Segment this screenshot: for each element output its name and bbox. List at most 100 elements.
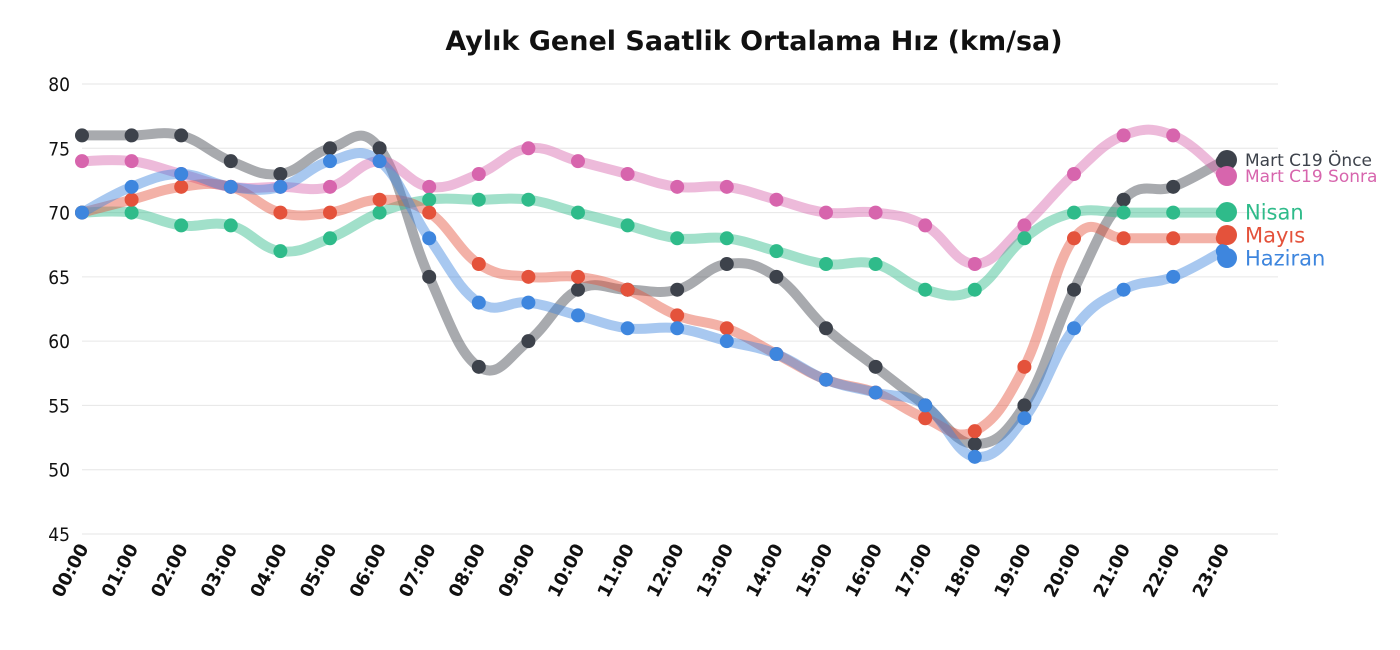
data-point-nisan [967,282,982,297]
data-point-mart-c19-nce [124,128,139,143]
data-point-mart-c19-nce [571,282,585,297]
data-point-haziran [521,295,536,310]
data-point-mart-c19-sonra [1017,218,1032,233]
x-tick-label: 12:00 [643,540,688,600]
x-tick-label: 08:00 [445,540,490,600]
data-point-may-s [1067,231,1081,246]
data-point-haziran [422,231,437,246]
legend-label-may-s: Mayıs [1245,224,1305,248]
data-point-nisan [273,244,288,259]
data-point-haziran [769,347,784,361]
data-point-mart-c19-nce [719,257,734,271]
data-point-nisan [323,231,337,246]
data-point-mart-c19-sonra [868,205,883,220]
chart-title: Aylık Genel Saatlik Ortalama Hız (km/sa) [445,26,1062,57]
data-point-may-s [719,321,734,336]
data-point-haziran [1116,282,1131,297]
data-point-mart-c19-nce [1166,179,1181,194]
data-point-mart-c19-sonra [471,167,486,181]
data-point-mart-c19-sonra [918,218,933,233]
data-point-mart-c19-nce [1116,192,1131,207]
x-tick-label: 06:00 [346,540,391,600]
data-point-haziran [620,321,635,336]
x-tick-label: 10:00 [544,540,589,600]
data-point-mart-c19-nce [471,359,486,374]
data-point-nisan [372,205,387,220]
data-point-nisan [1166,205,1181,220]
legend-label-mart-c19-nce: Mart C19 Önce [1245,149,1372,171]
x-tick-label: 16:00 [842,540,887,600]
x-tick-label: 02:00 [147,540,192,600]
x-tick-label: 13:00 [693,540,738,600]
data-point-mart-c19-nce [1017,398,1032,413]
data-point-mart-c19-sonra [124,154,139,169]
data-point-haziran [223,179,238,194]
data-point-may-s [967,424,982,439]
legend-marker-may-s [1217,225,1237,245]
data-point-nisan [918,282,933,297]
data-point-haziran [918,398,933,413]
data-point-haziran [1017,411,1032,426]
data-point-mart-c19-sonra [1166,128,1181,143]
data-point-mart-c19-nce [967,437,982,451]
x-tick-label: 20:00 [1040,540,1085,600]
data-point-mart-c19-sonra [620,167,635,181]
data-point-haziran [372,154,387,169]
data-point-mart-c19-sonra [521,141,536,156]
data-point-nisan [620,218,635,233]
data-point-mart-c19-nce [670,282,685,297]
data-point-haziran [124,179,139,194]
data-point-haziran [670,321,685,336]
data-point-mart-c19-sonra [719,179,734,194]
x-tick-label: 00:00 [48,540,93,600]
data-point-mart-c19-sonra [571,154,585,169]
x-tick-label: 09:00 [494,540,539,600]
data-point-mart-c19-nce [1067,282,1081,297]
data-point-nisan [1067,205,1081,220]
data-point-mart-c19-nce [868,359,883,374]
x-tick-label: 19:00 [990,540,1035,600]
data-point-nisan [719,231,734,246]
data-point-may-s [571,269,585,284]
data-point-nisan [124,205,139,220]
series-lines [77,124,1228,463]
data-point-mart-c19-sonra [1067,167,1081,181]
data-point-haziran [967,449,982,464]
legend-marker-mart-c19-sonra [1217,166,1237,186]
x-tick-label: 01:00 [98,540,143,600]
data-point-mart-c19-sonra [1116,128,1131,143]
data-point-mart-c19-sonra [670,179,685,194]
x-tick-label: 23:00 [1189,540,1234,600]
data-point-may-s [1116,231,1131,246]
data-point-haziran [273,179,288,194]
data-point-haziran [719,334,734,349]
data-point-haziran [571,308,585,323]
data-point-mart-c19-nce [323,141,337,156]
x-tick-label: 04:00 [246,540,291,600]
y-tick-label: 45 [48,524,70,546]
legend-marker-haziran [1217,248,1237,268]
x-tick-label: 15:00 [792,540,837,600]
data-point-may-s [1017,359,1032,374]
data-point-haziran [1067,321,1081,336]
x-tick-label: 17:00 [891,540,936,600]
data-point-nisan [422,192,437,207]
data-point-nisan [571,205,585,220]
data-point-may-s [422,205,437,220]
data-point-nisan [868,257,883,271]
data-point-may-s [323,205,337,220]
data-point-may-s [1166,231,1181,246]
x-tick-label: 22:00 [1139,540,1184,600]
data-point-mart-c19-sonra [323,179,337,194]
x-tick-label: 21:00 [1090,540,1135,600]
data-point-mart-c19-nce [223,154,238,169]
y-tick-label: 80 [48,74,70,96]
y-tick-label: 65 [48,267,70,289]
data-point-haziran [75,205,89,220]
data-point-may-s [471,257,486,271]
data-point-mart-c19-nce [372,141,387,156]
data-point-may-s [273,205,288,220]
x-tick-label: 03:00 [197,540,242,600]
